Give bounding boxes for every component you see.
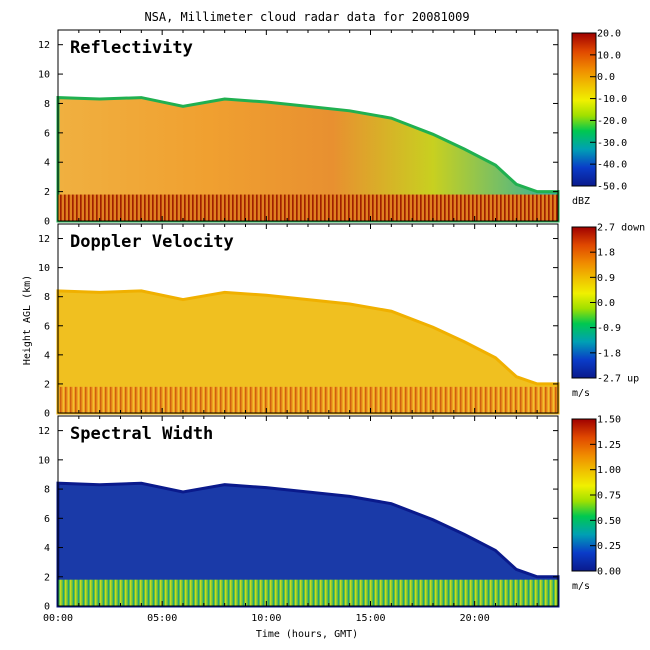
boundary-layer-band [58,386,558,413]
panel-title: Doppler Velocity [70,232,234,252]
colorbar-tick-label: -20.0 [597,116,627,127]
y-tick-label: 4 [44,350,50,361]
colorbar-tick-label: -2.7 up [597,374,639,385]
colorbar-tick-label: 1.8 [597,248,615,259]
colorbar-tick-label: -30.0 [597,138,627,149]
boundary-layer-band [58,194,558,221]
colorbar-tick-label: 0.0 [597,72,615,83]
y-tick-label: 2 [44,572,50,583]
cloud-top-edge [56,96,560,223]
colorbar-tick-label: 2.7 down [597,223,645,234]
colorbar-tick-label: 10.0 [597,50,621,61]
y-axis-label: Height AGL (km) [22,275,33,365]
x-tick-label: 15:00 [355,613,385,624]
y-tick-label: 6 [44,321,50,332]
colorbar-tick-label: 20.0 [597,29,621,40]
colorbar-tick-label: 0.25 [597,541,621,552]
colorbar [571,32,597,187]
panel-title: Spectral Width [70,424,213,444]
panel-3: 0 2 4 6 8 10 12 Spectral Width 1.50 1.25 1.00 0.75 0… [38,415,621,613]
y-tick-label: 12 [38,40,50,51]
colorbar-unit: dBZ [572,196,590,207]
panel-title: Reflectivity [70,38,193,58]
colorbar-tick-label: 1.50 [597,415,621,426]
colorbar-tick-label: 0.9 [597,273,615,284]
panel-2: 0 2 4 6 8 10 12 Doppler Velocity 2.7 down 1.8 0.9 0… [38,223,645,420]
y-tick-label: 0 [44,409,50,420]
x-tick-label: 10:00 [251,613,281,624]
y-tick-label: 10 [38,70,50,81]
colorbar-tick-label: 0.00 [597,567,621,578]
y-tick-label: 8 [44,292,50,303]
figure-title: NSA, Millimeter cloud radar data for 200… [144,10,469,24]
y-tick-label: 8 [44,485,50,496]
colorbar-tick-label: 0.50 [597,516,621,527]
colorbar-tick-label: -0.9 [597,323,621,334]
x-tick-label: 05:00 [147,613,177,624]
y-tick-label: 0 [44,602,50,613]
x-axis-label: Time (hours, GMT) [256,629,358,640]
y-tick-label: 6 [44,514,50,525]
y-tick-label: 6 [44,128,50,139]
y-tick-label: 4 [44,158,50,169]
y-tick-label: 8 [44,99,50,110]
x-tick-label: 00:00 [43,613,73,624]
cloud-echo-region [58,97,558,221]
colorbar-unit: m/s [572,388,590,399]
colorbar-unit: m/s [572,581,590,592]
colorbar-tick-label: -50.0 [597,182,627,193]
cloud-echo-region [58,290,558,413]
panel-1: 0 2 4 6 8 10 12 Reflectivity 20.0 10.0 0.0 -10.0 -20… [38,29,627,228]
y-tick-label: 2 [44,187,50,198]
colorbar-tick-label: 0.0 [597,298,615,309]
y-tick-label: 12 [38,426,50,437]
cloud-top-edge [56,481,560,608]
y-tick-label: 2 [44,379,50,390]
y-tick-label: 0 [44,217,50,228]
y-tick-label: 4 [44,543,50,554]
y-tick-label: 12 [38,234,50,245]
colorbar-tick-label: -10.0 [597,94,627,105]
x-tick-label: 20:00 [460,613,490,624]
colorbar-tick-label: 1.00 [597,465,621,476]
cloud-top-edge [56,289,560,415]
colorbar-tick-label: -1.8 [597,348,621,359]
colorbar-tick-label: 0.75 [597,491,621,502]
colorbar-tick-label: -40.0 [597,160,627,171]
cloud-echo-region [58,483,558,606]
boundary-layer-band [58,579,558,606]
colorbar-tick-label: 1.25 [597,440,621,451]
y-tick-label: 10 [38,263,50,274]
y-tick-label: 10 [38,455,50,466]
